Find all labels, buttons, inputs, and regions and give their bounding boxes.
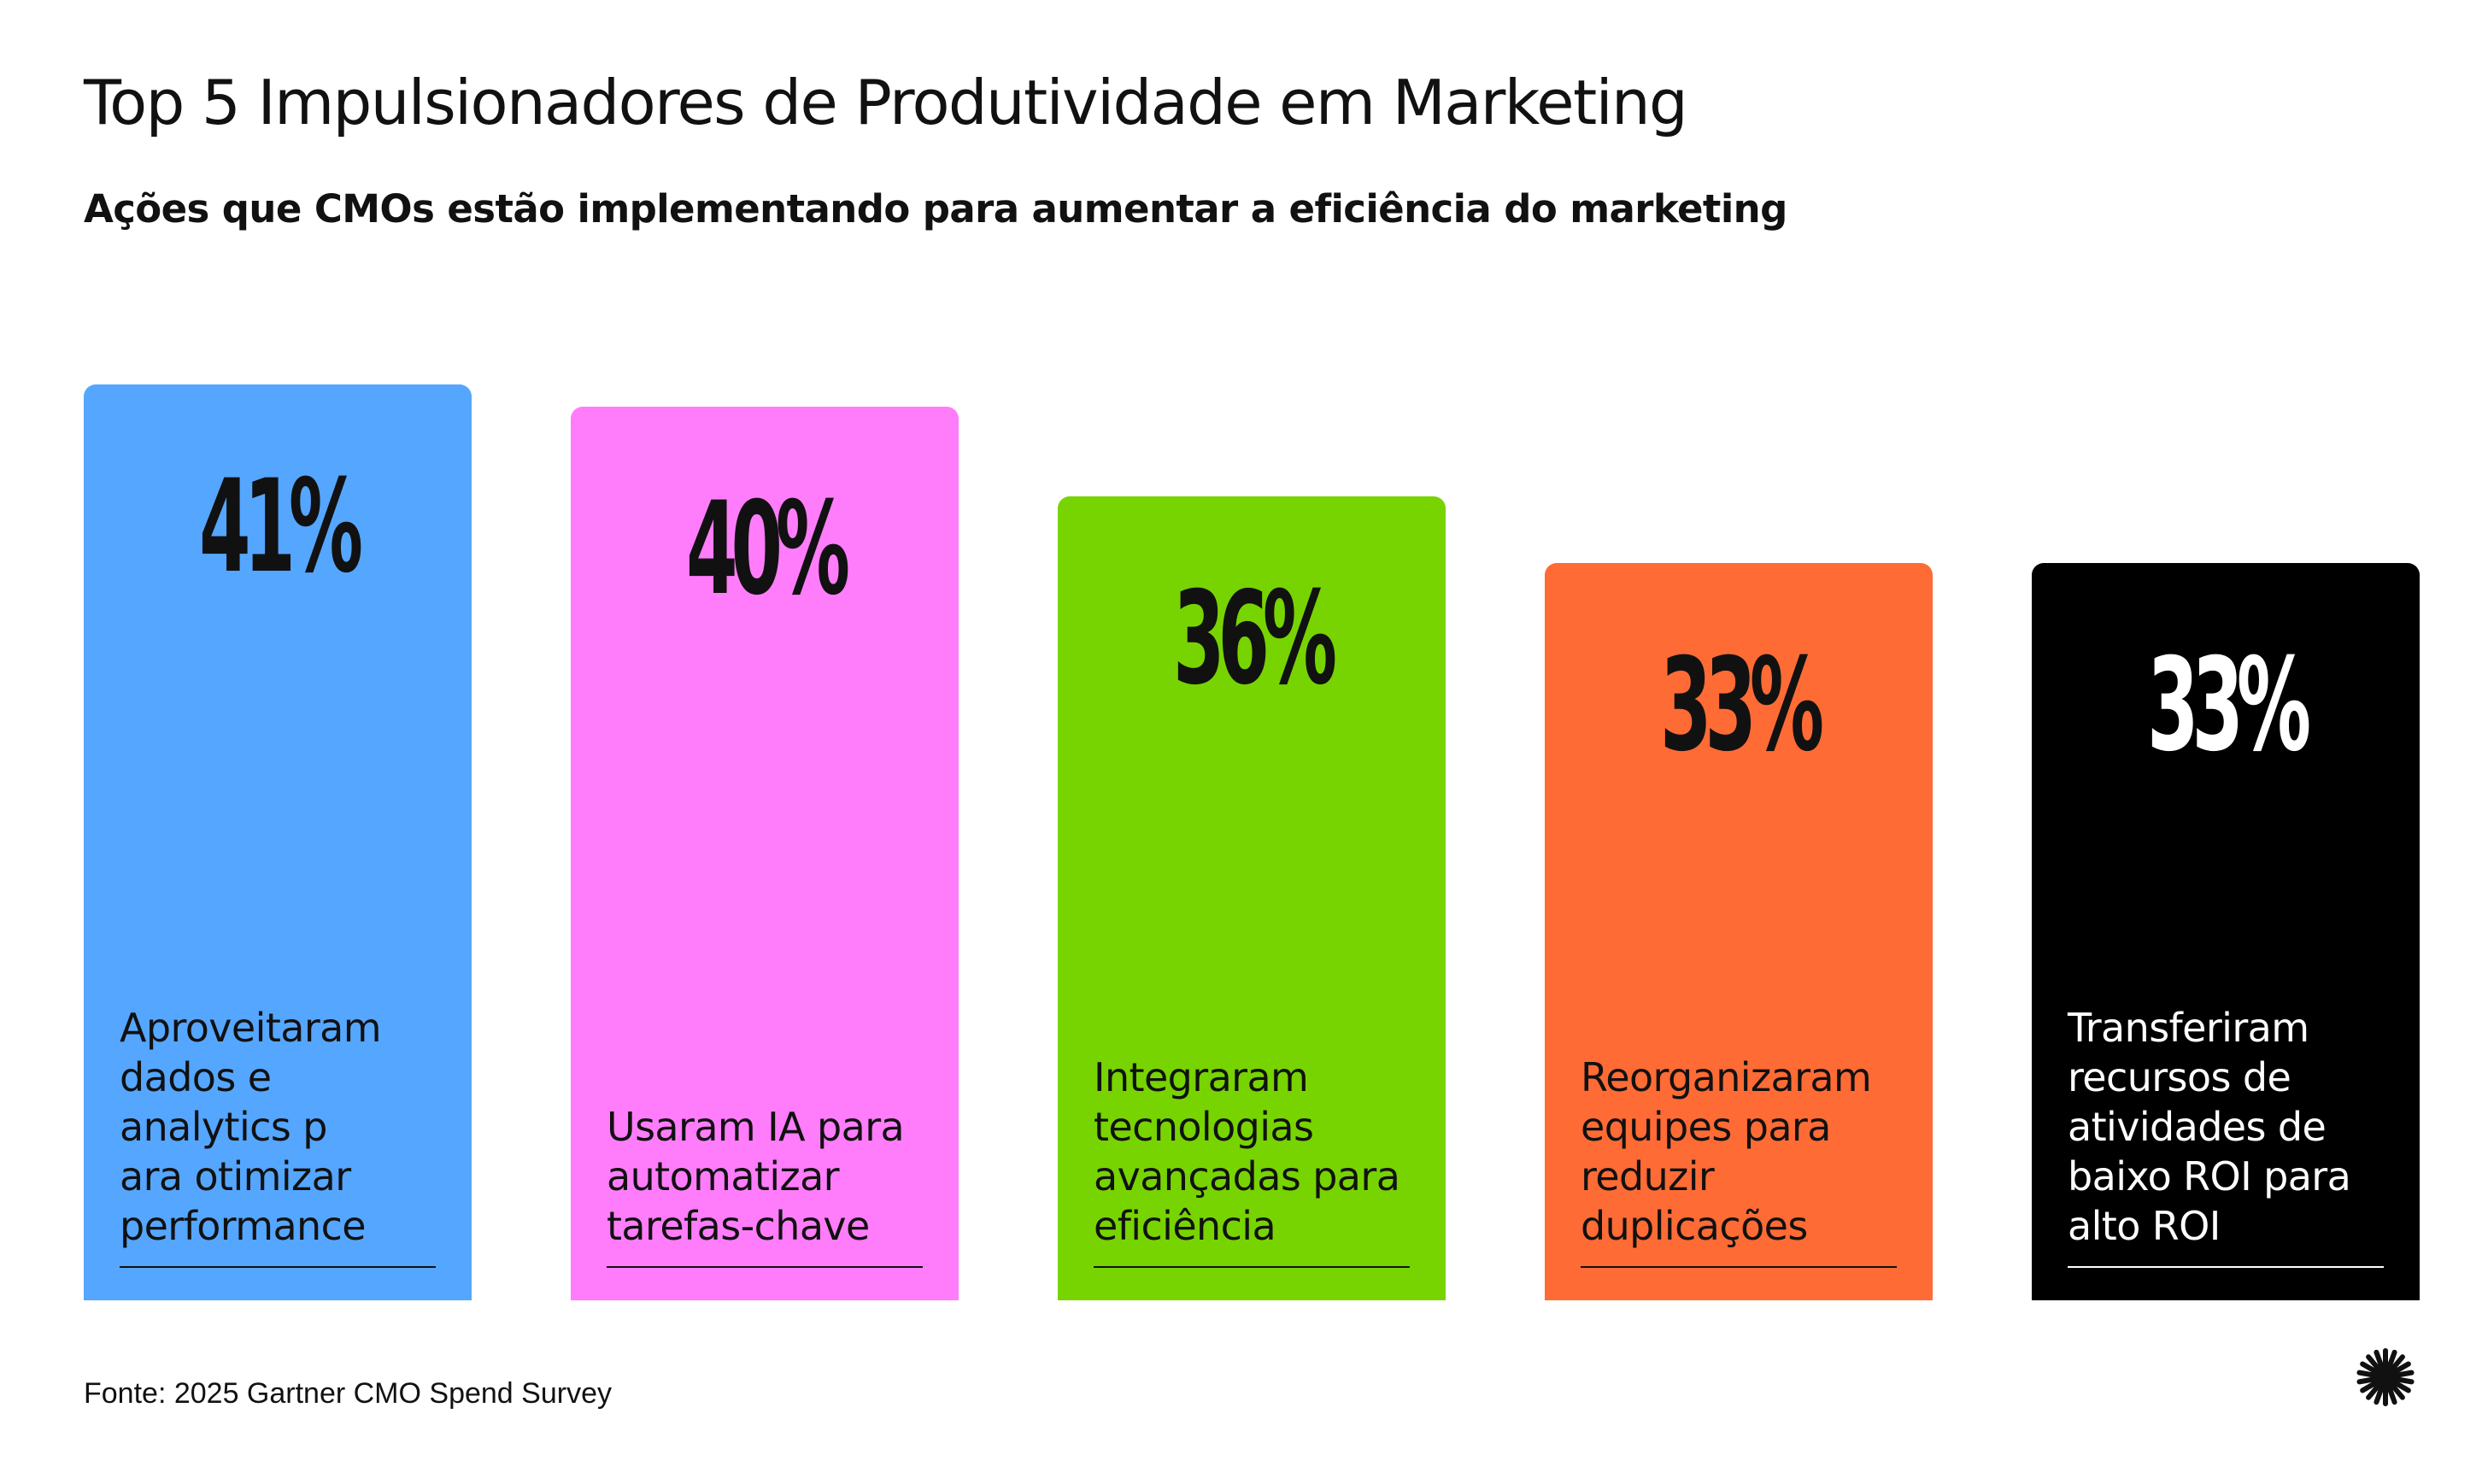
category-label-line: avançadas para bbox=[1094, 1153, 1400, 1200]
category-label-line: performance bbox=[120, 1203, 367, 1249]
data-label-3: 36% bbox=[1173, 565, 1337, 713]
chart-title: Top 5 Impulsionadores de Produtividade e… bbox=[84, 67, 1688, 138]
bar-1: 41% Aproveitaram dados e analytics p ara oti… bbox=[84, 384, 472, 1300]
category-label-line: atividades de bbox=[2068, 1104, 2327, 1150]
category-label-line: ara otimizar bbox=[120, 1153, 351, 1200]
data-label-5: 33% bbox=[2147, 631, 2311, 780]
category-label-line: duplicações bbox=[1581, 1203, 1808, 1249]
category-label-line: tarefas-chave bbox=[607, 1203, 870, 1249]
starburst-logo-icon bbox=[2356, 1348, 2415, 1406]
category-label-line: equipes para bbox=[1581, 1104, 1831, 1150]
category-label-line: automatizar bbox=[607, 1153, 840, 1200]
chart-subtitle: Ações que CMOs estão implementando para … bbox=[84, 186, 1787, 232]
data-label-2: 40% bbox=[686, 475, 850, 624]
category-label-line: baixo ROI para bbox=[2068, 1153, 2351, 1200]
category-label-line: eficiência bbox=[1094, 1203, 1276, 1249]
data-label-4: 33% bbox=[1660, 631, 1824, 780]
category-label-line: Usaram IA para bbox=[607, 1104, 905, 1150]
category-label-line: recursos de bbox=[2068, 1054, 2291, 1100]
category-label-line: analytics p bbox=[120, 1104, 327, 1150]
label-underline bbox=[1094, 1266, 1410, 1268]
bar-2: 40% Usaram IA para automatizar tarefas-chav… bbox=[571, 407, 959, 1300]
category-label-line: tecnologias bbox=[1094, 1104, 1314, 1150]
bar-3: 36% Integraram tecnologias avançadas para ef… bbox=[1058, 496, 1446, 1300]
category-label-line: Reorganizaram bbox=[1581, 1054, 1872, 1100]
category-label-line: reduzir bbox=[1581, 1153, 1715, 1200]
category-label-line: Integraram bbox=[1094, 1054, 1309, 1100]
bar-4: 33% Reorganizaram equipes para reduzir dupli… bbox=[1545, 563, 1933, 1300]
bar-5: 33% Transferiram recursos de atividades de b… bbox=[2032, 563, 2420, 1300]
category-label-5: Transferiram recursos de atividades de baix… bbox=[2068, 1003, 2389, 1251]
label-underline bbox=[1581, 1266, 1897, 1268]
label-underline bbox=[2068, 1266, 2384, 1268]
label-underline bbox=[120, 1266, 436, 1268]
category-label-line: alto ROI bbox=[2068, 1203, 2221, 1249]
source-note: Fonte: 2025 Gartner CMO Spend Survey bbox=[84, 1377, 612, 1410]
category-label-line: Transferiram bbox=[2068, 1005, 2309, 1051]
category-label-4: Reorganizaram equipes para reduzir duplicaç… bbox=[1581, 1053, 1902, 1251]
category-label-line: Aproveitaram bbox=[120, 1005, 382, 1051]
category-label-line: dados e bbox=[120, 1054, 272, 1100]
label-underline bbox=[607, 1266, 923, 1268]
data-label-1: 41% bbox=[199, 453, 363, 601]
category-label-3: Integraram tecnologias avançadas para efici… bbox=[1094, 1053, 1415, 1251]
category-label-2: Usaram IA para automatizar tarefas-chave bbox=[607, 1102, 928, 1251]
category-label-1: Aproveitaram dados e analytics p ara otimiz… bbox=[120, 1003, 441, 1251]
